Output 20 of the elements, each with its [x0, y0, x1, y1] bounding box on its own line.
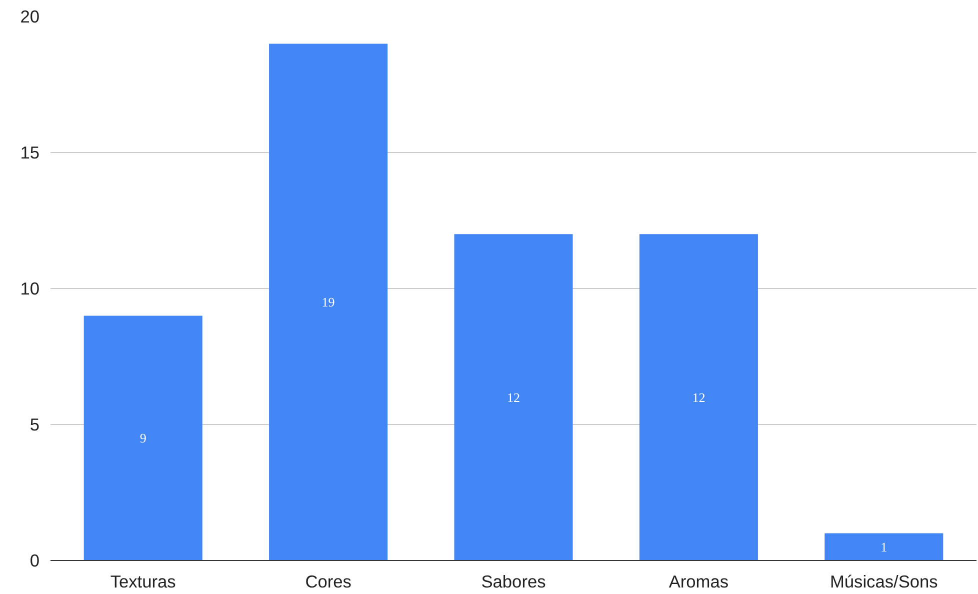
- x-tick-label: Cores: [305, 572, 352, 592]
- x-tick-label: Aromas: [668, 572, 729, 592]
- data-label: 9: [140, 430, 146, 446]
- bar: [84, 316, 202, 560]
- x-tick-label: Sabores: [481, 572, 546, 592]
- y-tick-label: 15: [20, 142, 40, 162]
- bar: [824, 533, 944, 560]
- y-tick-label: 5: [30, 414, 40, 434]
- y-tick-label: 20: [20, 6, 40, 26]
- bar: [269, 44, 388, 560]
- y-tick-label: 0: [30, 550, 40, 570]
- data-label: 12: [692, 390, 706, 405]
- data-label: 19: [322, 294, 335, 310]
- y-tick-label: 10: [20, 278, 40, 298]
- data-label: 12: [507, 390, 520, 405]
- bar: [454, 234, 573, 560]
- x-tick-label: Músicas/Sons: [830, 572, 938, 592]
- x-tick-label: Texturas: [110, 572, 176, 592]
- bar: [639, 234, 758, 560]
- data-label: 1: [880, 539, 888, 554]
